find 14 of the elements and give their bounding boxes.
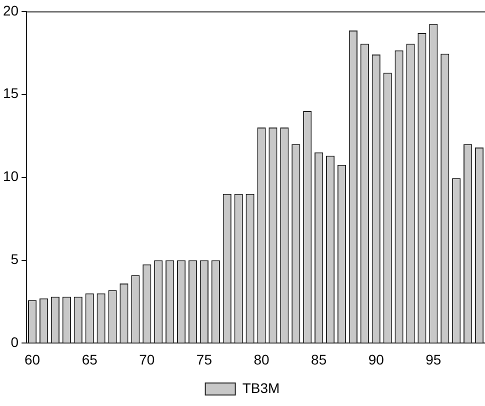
y-tick-label: 15 [2,85,19,102]
x-tick-label: 70 [139,351,155,368]
x-tick-label: 60 [24,351,40,368]
x-tick-label: 75 [196,351,212,368]
x-tick-label: 65 [82,351,98,368]
x-tick-label: 85 [311,351,327,368]
legend-label: TB3M [242,380,280,396]
y-tick-label: 0 [10,334,19,350]
y-tick-label: 10 [2,168,19,184]
x-tick-label: 95 [426,351,442,368]
x-tick-label: 90 [368,351,384,368]
y-tick-label: 5 [10,251,19,268]
x-tick-label: 80 [254,351,270,368]
y-tick-label: 20 [2,2,19,18]
